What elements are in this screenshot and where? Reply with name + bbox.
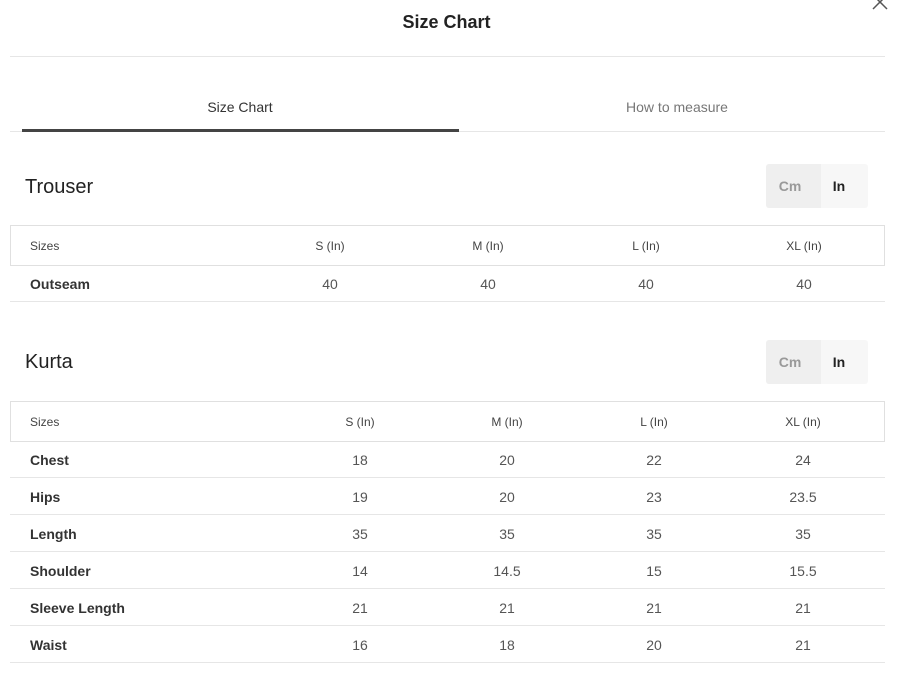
modal-title: Size Chart [402, 12, 491, 32]
cell-value: 23.5 [789, 489, 817, 505]
cell-value: 20 [646, 637, 662, 653]
divider [10, 56, 885, 57]
unit-option[interactable]: Cm [778, 178, 802, 194]
header-cell: S (In) [345, 415, 375, 429]
unit-option-bg [766, 340, 821, 384]
row-divider [10, 625, 885, 626]
row-label: Shoulder [30, 563, 91, 579]
cell-value: 24 [795, 452, 811, 468]
cell-value: 35 [352, 526, 368, 542]
table-header [10, 401, 885, 442]
section-title: Trouser [25, 176, 94, 198]
header-cell: L (In) [640, 415, 668, 429]
row-label: Outseam [30, 276, 90, 292]
unit-option[interactable]: In [832, 178, 846, 194]
cell-value: 40 [796, 276, 812, 292]
header-cell: M (In) [472, 239, 504, 253]
cell-value: 22 [646, 452, 662, 468]
cell-value: 18 [352, 452, 368, 468]
header-cell: L (In) [632, 239, 660, 253]
row-divider [10, 662, 885, 663]
header-cell: Sizes [30, 415, 60, 429]
unit-option[interactable]: In [832, 354, 846, 370]
cell-value: 21 [352, 600, 368, 616]
cell-value: 35 [795, 526, 811, 542]
tab[interactable]: How to measure [626, 99, 728, 115]
cell-value: 40 [638, 276, 654, 292]
cell-value: 35 [646, 526, 662, 542]
row-label: Hips [30, 489, 61, 505]
row-divider [10, 588, 885, 589]
cell-value: 14 [352, 563, 368, 579]
section-title: Kurta [25, 351, 73, 373]
unit-option-bg [766, 164, 821, 208]
cell-value: 35 [499, 526, 515, 542]
header-cell: XL (In) [786, 239, 822, 253]
unit-option[interactable]: Cm [778, 354, 802, 370]
table-header [10, 225, 885, 266]
cell-value: 21 [499, 600, 515, 616]
cell-value: 23 [646, 489, 662, 505]
cell-value: 18 [499, 637, 515, 653]
header-cell: S (In) [315, 239, 345, 253]
cell-value: 15.5 [789, 563, 817, 579]
row-divider [10, 551, 885, 552]
row-divider [10, 301, 885, 302]
row-label: Waist [30, 637, 67, 653]
cell-value: 40 [480, 276, 496, 292]
cell-value: 21 [646, 600, 662, 616]
close-button[interactable] [870, 0, 890, 12]
row-label: Length [30, 526, 77, 542]
cell-value: 20 [499, 452, 515, 468]
row-label: Sleeve Length [30, 600, 125, 616]
tab[interactable]: Size Chart [207, 99, 273, 115]
cell-value: 15 [646, 563, 662, 579]
row-divider [10, 514, 885, 515]
header-cell: M (In) [491, 415, 523, 429]
cell-value: 20 [499, 489, 515, 505]
header-cell: XL (In) [785, 415, 821, 429]
tab-underline [22, 129, 459, 132]
row-divider [10, 477, 885, 478]
cell-value: 14.5 [493, 563, 521, 579]
cell-value: 21 [795, 637, 811, 653]
cell-value: 19 [352, 489, 368, 505]
cell-value: 21 [795, 600, 811, 616]
header-cell: Sizes [30, 239, 60, 253]
cell-value: 16 [352, 637, 368, 653]
row-label: Chest [30, 452, 69, 468]
cell-value: 40 [322, 276, 338, 292]
